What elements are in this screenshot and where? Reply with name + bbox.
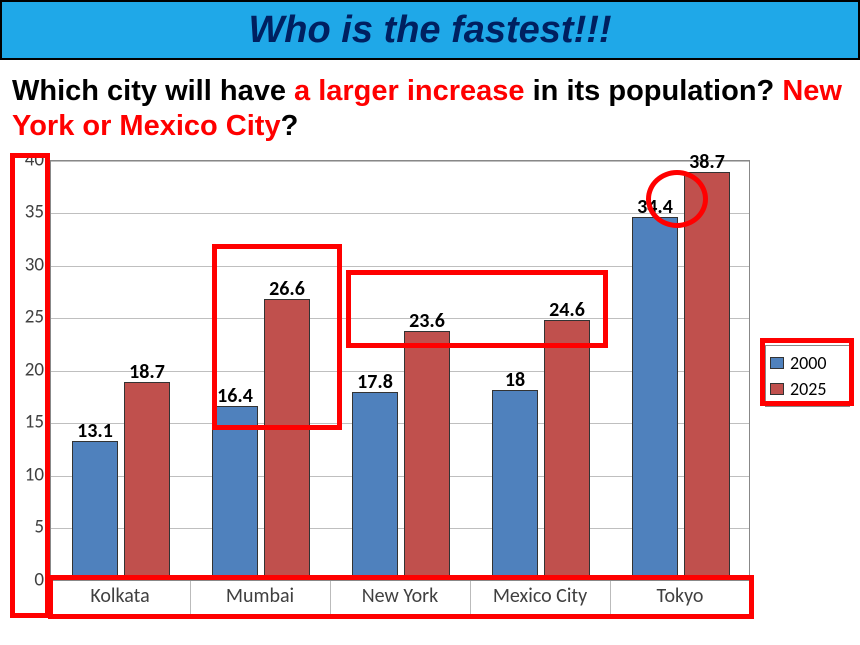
bar-value-label: 18 [505, 368, 525, 392]
plot-area: 13.118.716.426.617.823.61824.634.438.7 [50, 160, 750, 580]
bar-value-label: 17.8 [357, 370, 393, 394]
title-bar: Who is the fastest!!! [0, 0, 860, 60]
annotation-rect [346, 270, 608, 348]
q-mid: in its population? [525, 75, 783, 107]
annotation-rect [760, 338, 854, 406]
bar-kolkata-2000 [72, 441, 118, 579]
q-hl1: a larger increase [294, 75, 525, 107]
bar-tokyo-2000 [632, 217, 678, 578]
annotation-rect [10, 153, 50, 618]
bar-new-york-2025 [404, 331, 450, 579]
annotation-circle [646, 170, 708, 228]
bar-value-label: 13.1 [77, 419, 113, 443]
bar-value-label: 18.7 [129, 360, 165, 384]
bar-mumbai-2000 [212, 406, 258, 578]
bar-value-label: 38.7 [689, 150, 725, 174]
bar-kolkata-2025 [124, 382, 170, 578]
gridline [51, 161, 749, 162]
bar-mexico-city-2000 [492, 390, 538, 579]
q-pre: Which city will have [12, 75, 294, 107]
annotation-rect [212, 244, 342, 430]
question-text: Which city will have a larger increase i… [0, 60, 860, 150]
bar-tokyo-2025 [684, 172, 730, 578]
bar-new-york-2000 [352, 392, 398, 579]
annotation-rect [48, 575, 754, 619]
q-post: ? [281, 110, 299, 142]
page-title: Who is the fastest!!! [248, 9, 611, 52]
bar-mexico-city-2025 [544, 320, 590, 578]
chart-container: 13.118.716.426.617.823.61824.634.438.7 2… [10, 150, 850, 640]
